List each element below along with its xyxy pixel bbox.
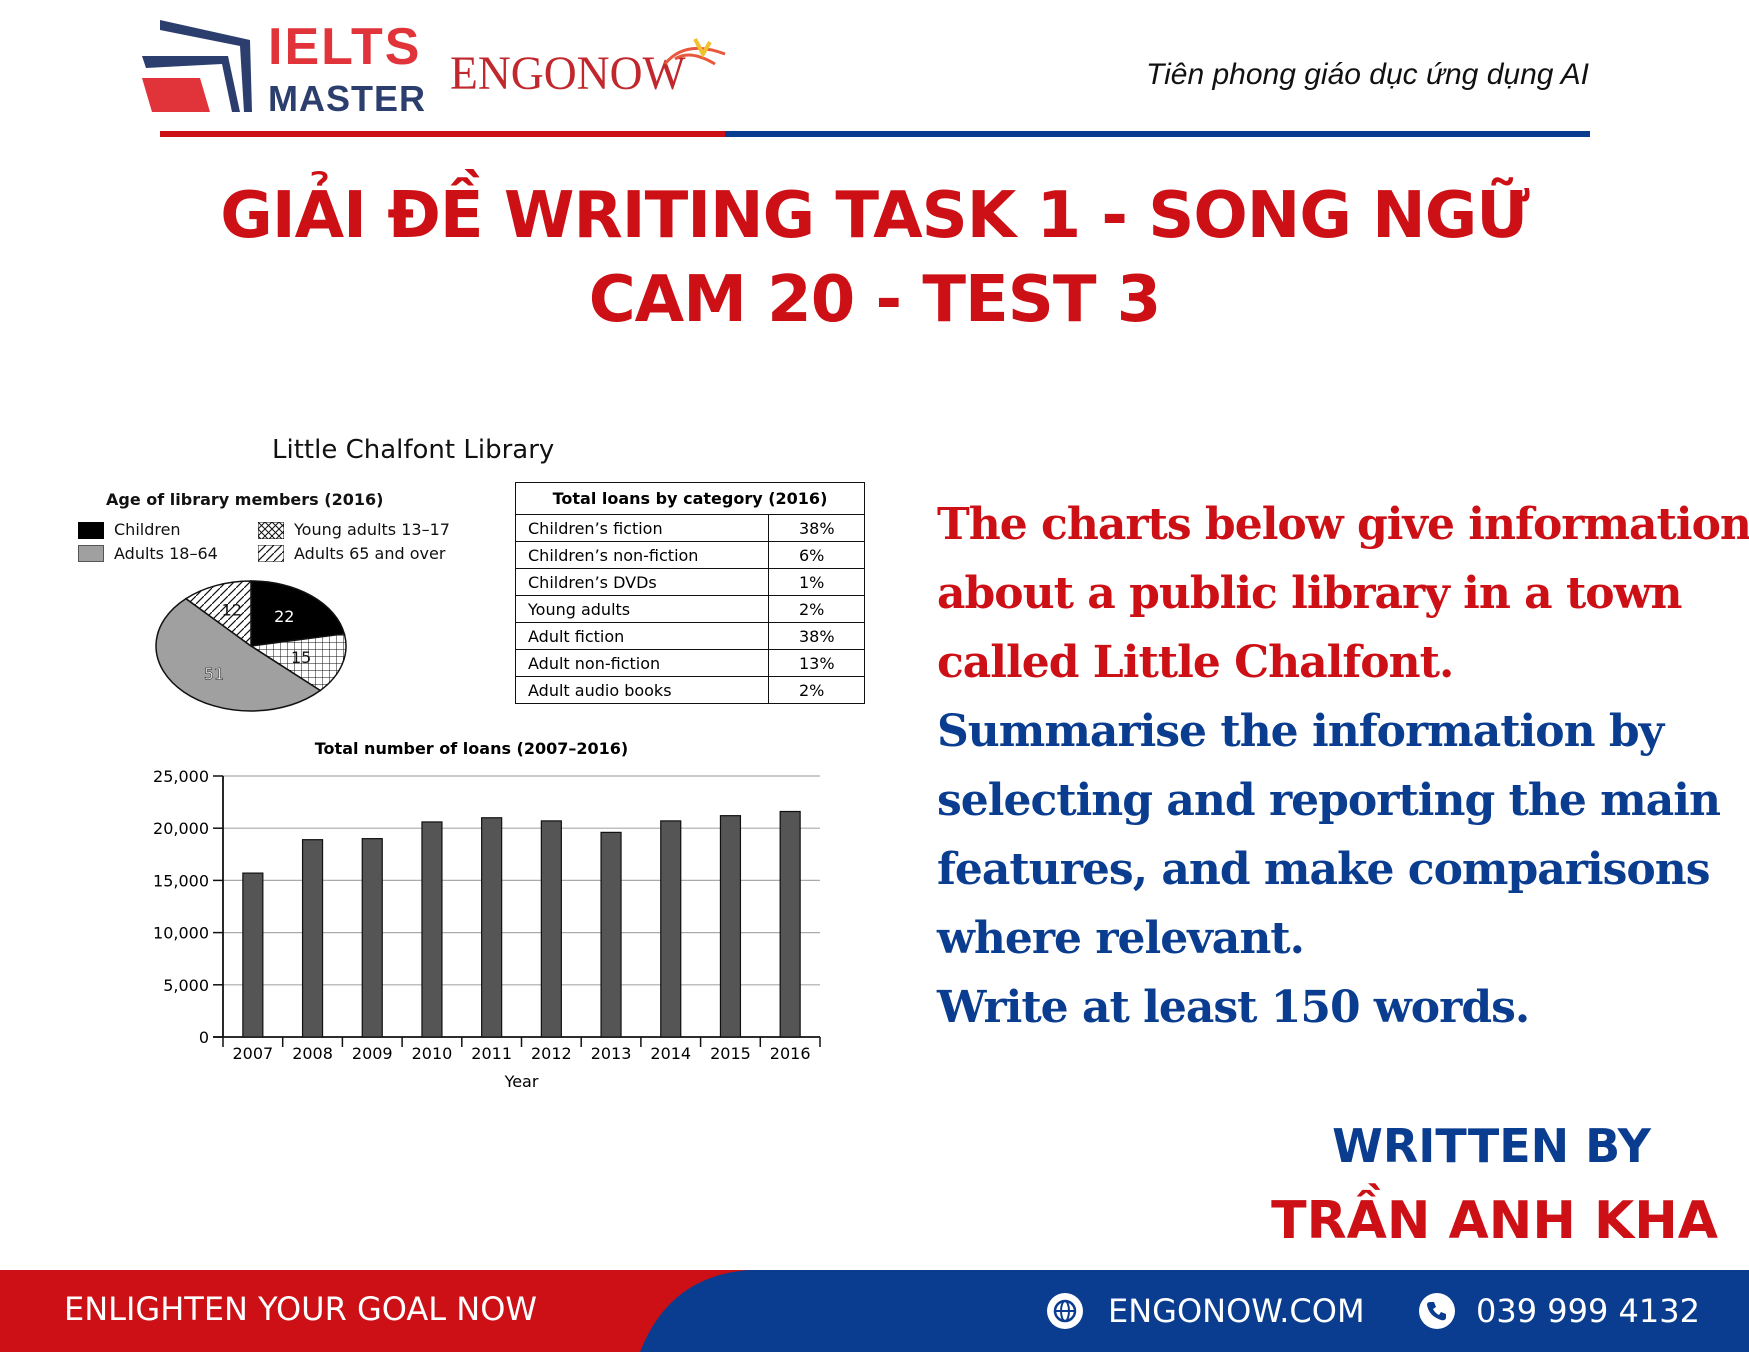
bar-chart: Total number of loans (2007–2016) 0 5,000 1… bbox=[153, 740, 821, 1091]
loan-share: 1% bbox=[768, 568, 865, 596]
logo-master: MASTER bbox=[268, 78, 426, 119]
legend-swatch-65 bbox=[258, 545, 284, 562]
y-tick-label: 20,000 bbox=[153, 819, 209, 838]
x-tick-label: 2014 bbox=[650, 1044, 691, 1063]
footer-bar bbox=[0, 1270, 1749, 1352]
y-tick-label: 25,000 bbox=[153, 767, 209, 786]
logo-engonow: ENGONOW bbox=[450, 47, 686, 100]
loan-share: 38% bbox=[768, 622, 865, 650]
prompt-line: Summarise the information by bbox=[937, 706, 1664, 757]
x-tick-label: 2013 bbox=[591, 1044, 632, 1063]
prompt-line: about a public library in a town bbox=[937, 568, 1683, 619]
bar bbox=[540, 820, 562, 1038]
x-tick-label: 2015 bbox=[710, 1044, 751, 1063]
written-by-label: WRITTEN BY bbox=[1332, 1119, 1651, 1173]
page-title: GIẢI ĐỀ WRITING TASK 1 - SONG NGỮ bbox=[220, 179, 1529, 253]
phone-link[interactable]: 039 999 4132 bbox=[1476, 1292, 1700, 1330]
legend-swatch-adults bbox=[78, 545, 104, 562]
legend-adults-65: Adults 65 and over bbox=[294, 544, 446, 563]
bar bbox=[600, 831, 622, 1038]
pie-legend: Children Adults 18–64 Young adults 13–17… bbox=[78, 520, 498, 566]
globe-icon bbox=[1047, 1293, 1083, 1329]
prompt-line: features, and make comparisons bbox=[937, 844, 1711, 895]
table-row: Young adults 2% bbox=[515, 595, 865, 623]
loan-share: 2% bbox=[768, 676, 865, 704]
figure-title: Little Chalfont Library bbox=[272, 435, 555, 465]
table-row: Children’s fiction 38% bbox=[515, 514, 865, 542]
pie-slice bbox=[184, 580, 252, 648]
pie-chart: 22 15 51 12 bbox=[155, 580, 347, 712]
y-tick-label: 10,000 bbox=[153, 924, 209, 943]
bar bbox=[660, 820, 682, 1038]
x-tick-label: 2011 bbox=[471, 1044, 512, 1063]
y-tick-label: 15,000 bbox=[153, 871, 209, 890]
phone-icon bbox=[1419, 1293, 1455, 1329]
table-row: Adult fiction 38% bbox=[515, 622, 865, 650]
header-divider-blue bbox=[725, 131, 1590, 137]
pie-label: 22 bbox=[274, 607, 294, 626]
legend-young-adults: Young adults 13–17 bbox=[294, 520, 450, 539]
legend-swatch-children bbox=[78, 522, 104, 539]
prompt-line: called Little Chalfont. bbox=[937, 637, 1454, 688]
author-name: TRẦN ANH KHA bbox=[1271, 1191, 1718, 1251]
legend-swatch-young bbox=[258, 522, 284, 539]
prompt-line: Write at least 150 words. bbox=[937, 982, 1530, 1033]
loan-category: Children’s fiction bbox=[515, 514, 769, 542]
x-tick-label: 2010 bbox=[412, 1044, 453, 1063]
sparkle-icon bbox=[663, 38, 726, 66]
loans-table: Total loans by category (2016) Children’… bbox=[515, 482, 865, 704]
logo-ielts: IELTS bbox=[268, 18, 422, 76]
bar-title: Total number of loans (2007–2016) bbox=[315, 740, 628, 758]
pie-title: Age of library members (2016) bbox=[106, 490, 384, 509]
table-row: Adult non-fiction 13% bbox=[515, 649, 865, 677]
legend-children: Children bbox=[114, 520, 181, 539]
pie-slice bbox=[250, 580, 346, 647]
tagline: Tiên phong giáo dục ứng dụng AI bbox=[1146, 58, 1589, 91]
website-link[interactable]: ENGONOW.COM bbox=[1108, 1292, 1365, 1330]
bar bbox=[719, 815, 742, 1038]
header-divider-red bbox=[160, 131, 725, 137]
table-row: Children’s DVDs 1% bbox=[515, 568, 865, 596]
loan-category: Children’s non-fiction bbox=[515, 541, 769, 569]
x-tick-label: 2007 bbox=[232, 1044, 273, 1063]
bar bbox=[779, 810, 801, 1038]
x-tick-label: 2016 bbox=[770, 1044, 811, 1063]
bar bbox=[421, 821, 443, 1038]
pie-label: 12 bbox=[222, 601, 242, 620]
ielts-master-logo-icon bbox=[142, 20, 252, 112]
loan-category: Young adults bbox=[515, 595, 769, 623]
prompt-line: where relevant. bbox=[937, 913, 1305, 964]
loan-share: 2% bbox=[768, 595, 865, 623]
loan-share: 13% bbox=[768, 649, 865, 677]
table-row: Adult audio books 2% bbox=[515, 676, 865, 704]
bar bbox=[242, 872, 264, 1038]
y-tick-label: 0 bbox=[199, 1028, 209, 1047]
y-tick-label: 5,000 bbox=[163, 976, 209, 995]
x-tick-label: 2008 bbox=[292, 1044, 333, 1063]
table-row: Children’s non-fiction 6% bbox=[515, 541, 865, 569]
prompt-line: The charts below give information bbox=[937, 499, 1749, 550]
x-tick-label: 2009 bbox=[352, 1044, 393, 1063]
loan-share: 38% bbox=[768, 514, 865, 542]
bar bbox=[481, 817, 503, 1038]
x-tick-label: 2012 bbox=[531, 1044, 572, 1063]
pie-label: 15 bbox=[291, 648, 311, 667]
pie-label: 51 bbox=[204, 665, 224, 684]
task-prompt: The charts below give information about … bbox=[937, 490, 1749, 1042]
loan-share: 6% bbox=[768, 541, 865, 569]
loan-category: Children’s DVDs bbox=[515, 568, 769, 596]
x-axis-label: Year bbox=[504, 1072, 539, 1091]
table-title: Total loans by category (2016) bbox=[515, 482, 865, 515]
prompt-line: selecting and reporting the main bbox=[937, 775, 1721, 826]
page-subtitle: CAM 20 - TEST 3 bbox=[588, 263, 1162, 337]
loan-category: Adult fiction bbox=[515, 622, 769, 650]
loan-category: Adult audio books bbox=[515, 676, 769, 704]
bar bbox=[301, 839, 324, 1038]
pie-slice bbox=[248, 632, 347, 692]
legend-adults: Adults 18–64 bbox=[114, 544, 218, 563]
bar bbox=[361, 838, 383, 1038]
loan-category: Adult non-fiction bbox=[515, 649, 769, 677]
footer-slogan: ENLIGHTEN YOUR GOAL NOW bbox=[64, 1290, 538, 1328]
pie-slice bbox=[155, 597, 322, 712]
